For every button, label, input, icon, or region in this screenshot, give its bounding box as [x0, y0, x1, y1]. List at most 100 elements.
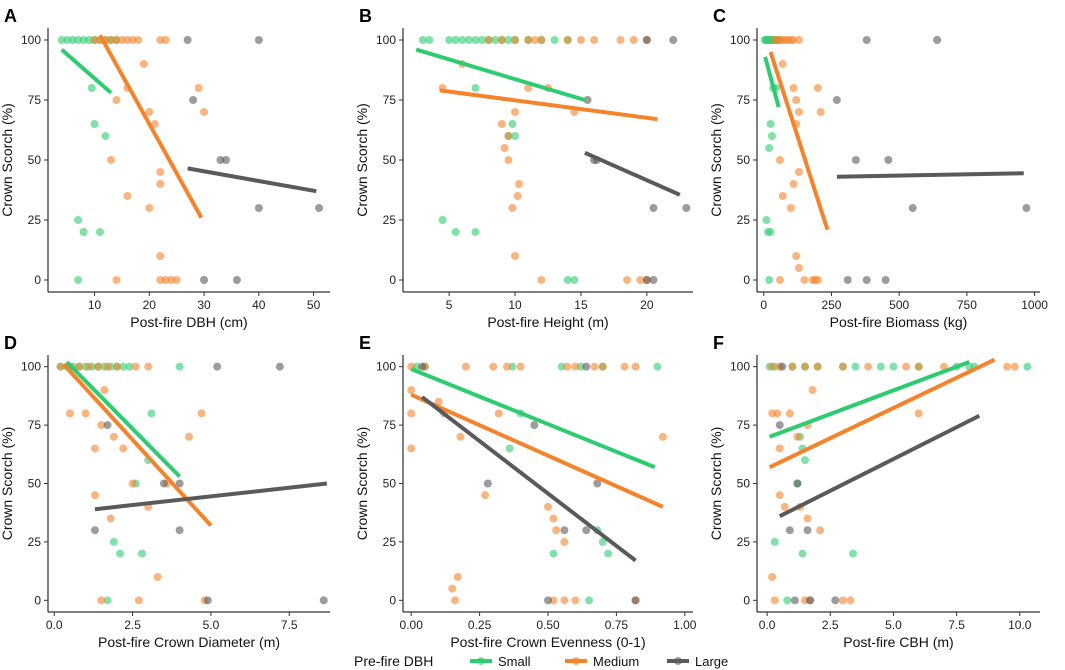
data-point-medium [156, 252, 165, 260]
data-point-large [200, 276, 209, 284]
data-point-small [1023, 362, 1032, 371]
data-point-small [504, 36, 513, 44]
y-axis-title: Crown Scorch (%) [708, 103, 724, 217]
trend-line-large [836, 171, 1024, 179]
data-point-small [576, 362, 585, 371]
data-point-medium [134, 596, 143, 605]
data-point-small [471, 36, 480, 44]
data-point-medium [530, 36, 539, 44]
trend-line-small [60, 48, 113, 95]
y-tick-label: 50 [383, 477, 397, 491]
y-tick-label: 100 [376, 360, 396, 374]
x-tick-label: 10 [88, 298, 102, 312]
x-tick-label: 50 [307, 298, 321, 312]
data-point-medium [780, 502, 789, 511]
data-point-large [159, 479, 168, 488]
data-point-large [793, 479, 802, 488]
data-point-small [458, 36, 467, 44]
data-point-medium [200, 108, 209, 116]
data-point-medium [112, 96, 121, 104]
x-tick-label: 0 [760, 298, 767, 312]
data-point-large [275, 362, 284, 371]
data-point-medium [504, 132, 513, 140]
y-tick-label: 75 [383, 418, 397, 432]
data-point-small [79, 36, 88, 44]
data-point-small [511, 132, 520, 140]
trend-line-medium [62, 362, 213, 527]
data-point-small [418, 36, 427, 44]
data-point-medium [658, 432, 667, 441]
x-tick-label: 0.0 [759, 618, 776, 632]
data-point-large [103, 421, 112, 430]
y-tick-label: 75 [737, 93, 751, 107]
data-point-medium [576, 36, 585, 44]
x-tick-label: 5.0 [885, 618, 902, 632]
data-point-large [790, 596, 799, 605]
data-point-small [508, 120, 517, 128]
x-tick-label: 15 [574, 298, 588, 312]
data-point-medium [537, 276, 546, 284]
data-point-medium [816, 526, 825, 535]
trend-line-medium [768, 51, 830, 231]
data-point-medium [134, 36, 143, 44]
x-axis-title: Post-fire Crown Diameter (m) [98, 634, 280, 650]
x-tick-label: 5 [446, 298, 453, 312]
data-point-medium [150, 120, 159, 128]
data-point-small [770, 537, 779, 546]
data-point-medium [497, 36, 506, 44]
data-point-large [933, 36, 942, 44]
data-point-medium [776, 276, 785, 284]
data-point-medium [511, 252, 520, 260]
data-point-small [471, 228, 480, 236]
data-point-large [319, 596, 328, 605]
data-point-medium [81, 409, 90, 418]
data-point-medium [106, 36, 115, 44]
data-point-large [908, 204, 917, 212]
data-point-medium [788, 362, 797, 371]
legend-key-dot-small [477, 657, 485, 665]
data-point-medium [623, 276, 632, 284]
data-point-small [175, 362, 184, 371]
data-point-medium [778, 192, 787, 200]
data-point-large [418, 362, 427, 371]
y-tick-label: 25 [28, 535, 42, 549]
data-point-medium [511, 108, 520, 116]
data-point-medium [544, 502, 552, 511]
x-tick-label: 7.5 [948, 618, 965, 632]
panel-letter: F [713, 333, 724, 353]
data-point-large [649, 276, 658, 284]
data-point-large [832, 96, 841, 104]
x-tick-label: 30 [197, 298, 211, 312]
data-point-medium [197, 409, 206, 418]
data-point-large [778, 362, 787, 371]
data-point-medium [786, 204, 795, 212]
data-point-large [483, 479, 492, 488]
data-point-medium [97, 596, 106, 605]
data-point-small [451, 36, 460, 44]
data-point-medium [768, 362, 777, 371]
data-point-medium [156, 180, 165, 188]
data-point-small [90, 120, 99, 128]
data-point-small [85, 36, 94, 44]
data-point-medium [563, 36, 572, 44]
data-point-medium [194, 84, 203, 92]
data-point-medium [792, 96, 801, 104]
data-point-medium [407, 409, 416, 418]
data-point-small [68, 36, 77, 44]
data-point-large [91, 526, 99, 535]
data-point-small [57, 36, 66, 44]
y-tick-label: 100 [730, 33, 750, 47]
y-axis-title: Crown Scorch (%) [0, 427, 15, 541]
x-tick-label: 0.00 [400, 618, 424, 632]
legend: Pre-fire DBH Small Medium Large [354, 653, 728, 669]
x-tick-label: 750 [957, 298, 977, 312]
data-point-medium [778, 60, 787, 68]
trend-line-medium [98, 34, 204, 219]
data-point-medium [794, 108, 803, 116]
data-point-medium [792, 252, 801, 260]
data-point-medium [513, 192, 522, 200]
data-point-small [767, 132, 776, 140]
data-point-medium [502, 362, 511, 371]
data-point-small [765, 276, 774, 284]
